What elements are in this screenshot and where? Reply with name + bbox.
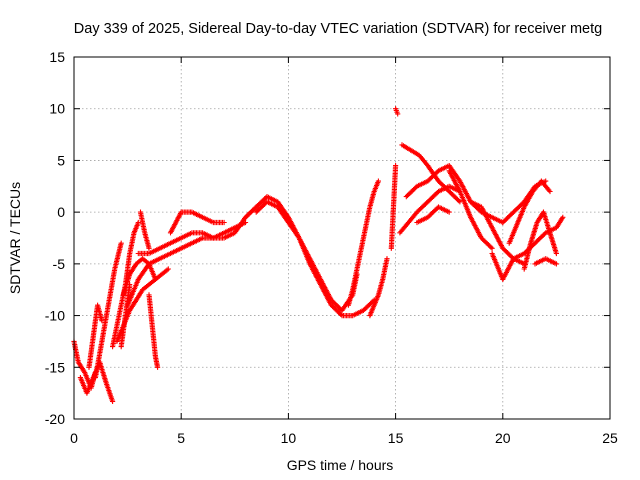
x-tick-label: 15 xyxy=(388,430,404,446)
data-marks-t22 xyxy=(403,163,506,226)
series-t18 xyxy=(388,163,399,251)
x-tick-label: 5 xyxy=(177,430,185,446)
chart-title: Day 339 of 2025, Sidereal Day-to-day VTE… xyxy=(74,21,602,37)
y-axis-label: SDTVAR / TECUs xyxy=(7,182,23,294)
x-tick-label: 0 xyxy=(70,430,78,446)
y-tick-label: 15 xyxy=(49,49,65,65)
y-tick-label: -5 xyxy=(53,256,66,272)
plot-frame xyxy=(73,56,611,420)
data-marks-t9 xyxy=(137,209,152,251)
grid xyxy=(74,57,610,419)
data-marks-t13 xyxy=(167,209,227,236)
series-t13 xyxy=(167,209,227,236)
series-t22 xyxy=(403,163,506,226)
x-tick-label: 10 xyxy=(281,430,297,446)
y-tick-label: -15 xyxy=(45,359,65,375)
data-marks-t30 xyxy=(532,256,559,267)
data-marks-t17 xyxy=(367,256,390,319)
series-t16 xyxy=(345,178,381,308)
y-tick-label: -20 xyxy=(45,411,65,427)
series-t23 xyxy=(414,204,452,226)
data-marks-t24 xyxy=(446,168,495,251)
data-marks-t16 xyxy=(345,178,381,308)
y-tick-label: 10 xyxy=(49,101,65,117)
data-marks-t19 xyxy=(393,106,401,117)
data-series xyxy=(71,106,566,404)
data-marks-t18 xyxy=(388,163,399,251)
data-marks-t4 xyxy=(92,240,124,381)
series-t10 xyxy=(146,292,161,370)
series-t24 xyxy=(446,168,495,251)
series-t26 xyxy=(489,250,527,282)
series-t9 xyxy=(137,209,152,251)
data-marks-t28 xyxy=(506,178,553,246)
x-tick-label: 20 xyxy=(495,430,511,446)
data-marks-t7 xyxy=(114,266,171,344)
data-marks-t10 xyxy=(146,292,161,370)
data-marks-t29 xyxy=(521,209,559,272)
series-t19 xyxy=(393,106,401,117)
series-t3 xyxy=(86,302,105,370)
data-marks-t15 xyxy=(242,194,377,319)
series-t15 xyxy=(242,194,377,319)
series-t21 xyxy=(397,183,463,236)
x-tick-label: 25 xyxy=(602,430,618,446)
series-t30 xyxy=(532,256,559,267)
data-marks-t23 xyxy=(414,204,452,226)
series-t4 xyxy=(92,240,124,381)
data-marks-t3 xyxy=(86,302,105,370)
x-tick-labels: 0 5 10 15 20 25 xyxy=(70,430,618,446)
series-t17 xyxy=(367,256,390,319)
y-tick-labels: -20 -15 -10 -5 0 5 10 15 xyxy=(45,49,65,427)
data-marks-t26 xyxy=(489,250,527,282)
series-t7 xyxy=(114,266,171,344)
y-tick-label: 5 xyxy=(57,152,65,168)
y-tick-label: -10 xyxy=(45,308,65,324)
data-marks-t21 xyxy=(397,183,463,236)
series-t28 xyxy=(506,178,553,246)
y-tick-label: 0 xyxy=(57,204,65,220)
x-axis-label: GPS time / hours xyxy=(287,457,394,473)
series-t29 xyxy=(521,209,559,272)
axis-ticks xyxy=(73,56,611,420)
